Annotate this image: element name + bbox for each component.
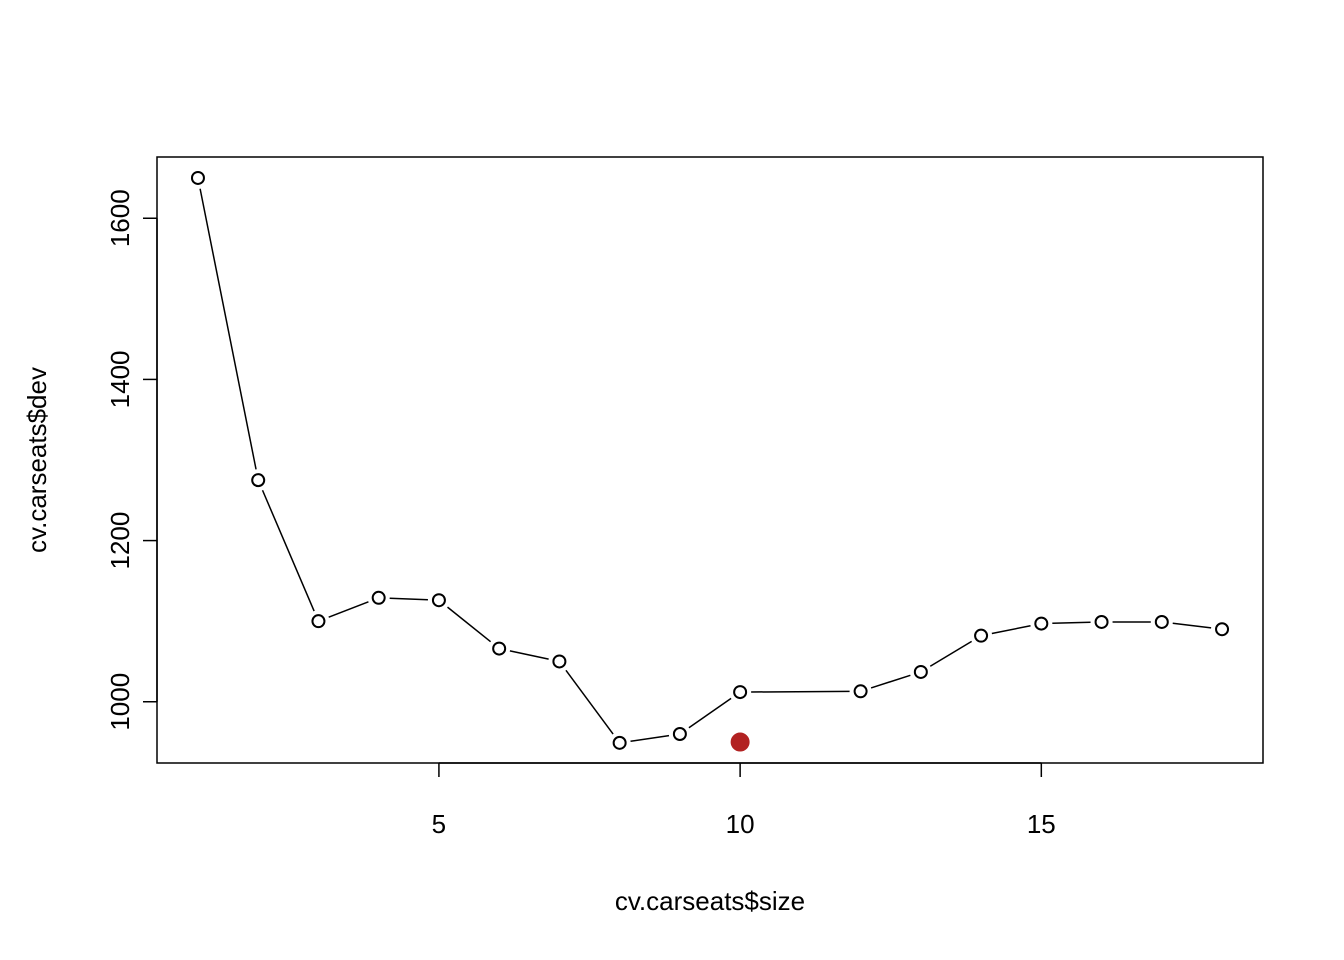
series-line-segment xyxy=(1052,621,1091,625)
y-axis: 1000 1200 1400 1600 xyxy=(105,189,158,731)
data-point xyxy=(552,654,567,669)
series-line-segment xyxy=(447,606,492,643)
y-axis-label: cv.carseats$dev xyxy=(22,367,52,553)
data-point xyxy=(311,614,326,629)
data-point xyxy=(974,628,989,643)
x-axis-label: cv.carseats$size xyxy=(615,886,805,916)
series-line-segment xyxy=(991,625,1031,635)
series-line-segment xyxy=(688,697,732,729)
series-line-segment xyxy=(389,597,428,601)
y-tick-label: 1600 xyxy=(105,189,135,247)
series-line-segment xyxy=(870,674,911,689)
data-point xyxy=(1154,614,1169,629)
series-line-segment xyxy=(509,650,549,660)
data-point xyxy=(733,685,748,700)
series-line-segment xyxy=(1172,622,1212,629)
series-layer xyxy=(190,170,1230,752)
data-point xyxy=(371,590,386,605)
series-line-segment xyxy=(328,601,369,618)
x-tick-label: 10 xyxy=(726,809,755,839)
y-tick-label: 1400 xyxy=(105,350,135,408)
series-line-segment xyxy=(751,690,850,693)
y-tick-label: 1000 xyxy=(105,673,135,731)
data-point xyxy=(1094,614,1109,629)
data-point xyxy=(431,593,446,608)
x-axis: 5 10 15 xyxy=(432,762,1056,839)
data-point xyxy=(492,641,507,656)
series-line-segment xyxy=(929,640,973,667)
data-point xyxy=(853,684,868,699)
data-point xyxy=(913,664,928,679)
x-tick-label: 15 xyxy=(1027,809,1056,839)
highlight-point xyxy=(730,732,750,752)
data-point xyxy=(612,735,627,750)
plot-frame xyxy=(156,156,1264,764)
series-line-segment xyxy=(630,734,670,742)
data-point xyxy=(1215,622,1230,637)
data-point xyxy=(1034,616,1049,631)
series-line-segment xyxy=(565,669,614,735)
data-point xyxy=(190,170,205,185)
data-point xyxy=(672,726,687,741)
y-tick-label: 1200 xyxy=(105,512,135,570)
series-line-segment xyxy=(261,489,315,612)
series-line-segment xyxy=(199,188,257,470)
data-point xyxy=(251,473,266,488)
x-tick-label: 5 xyxy=(432,809,446,839)
